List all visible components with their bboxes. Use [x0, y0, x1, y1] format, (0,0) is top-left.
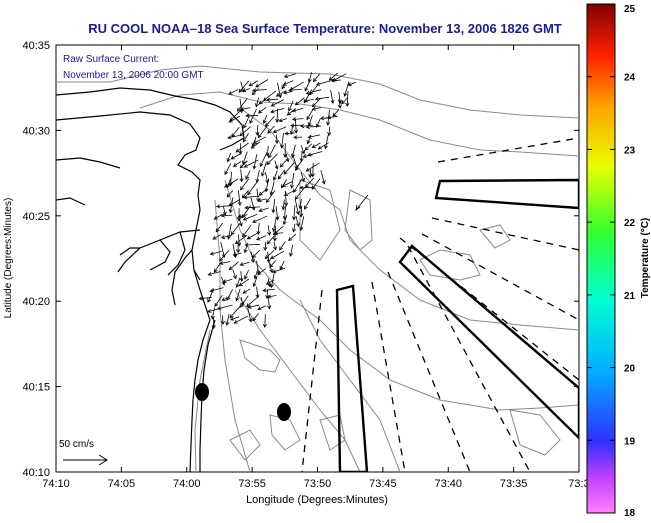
x-tick-label: 73:35 [500, 478, 528, 490]
station-marker [277, 403, 291, 421]
colorbar-tick-label: 23 [624, 145, 636, 156]
colorbar [587, 4, 615, 513]
annotation-line-2: November 13, 2006 20:00 GMT [63, 70, 204, 81]
y-axis-label: Latitude (Degrees:Minutes) [3, 198, 14, 319]
colorbar-tick-label: 25 [624, 4, 636, 15]
colorbar-tick-label: 20 [624, 364, 636, 375]
y-tick-label: 40:10 [22, 467, 50, 479]
y-tick-label: 40:20 [22, 296, 50, 308]
y-tick-label: 40:30 [22, 125, 50, 137]
colorbar-tick-label: 18 [624, 508, 636, 518]
x-tick-label: 73:45 [369, 478, 397, 490]
x-axis-label: Longitude (Degrees:Minutes) [246, 494, 388, 506]
map-title: RU COOL NOAA–18 Sea Surface Temperature:… [88, 21, 562, 36]
x-tick-label: 74:10 [42, 478, 70, 490]
x-tick-label: 73:40 [434, 478, 462, 490]
colorbar-tick-label: 19 [624, 436, 636, 447]
y-tick-label: 40:35 [22, 40, 50, 52]
scale-label: 50 cm/s [59, 439, 94, 450]
x-tick-label: 73:3 [568, 478, 589, 490]
annotation-line-1: Raw Surface Current: [63, 54, 159, 65]
y-tick-label: 40:25 [22, 211, 50, 223]
x-tick-label: 73:50 [304, 478, 332, 490]
colorbar-label: Temperature (°C) [640, 218, 651, 299]
x-tick-label: 74:00 [173, 478, 201, 490]
colorbar-tick-label: 24 [624, 73, 636, 84]
y-tick-label: 40:15 [22, 382, 50, 394]
colorbar-tick-label: 22 [624, 218, 636, 229]
station-marker [195, 383, 209, 401]
plot-area [56, 45, 579, 472]
x-tick-label: 74:05 [108, 478, 136, 490]
x-tick-label: 73:55 [238, 478, 266, 490]
colorbar-tick-label: 21 [624, 291, 636, 302]
